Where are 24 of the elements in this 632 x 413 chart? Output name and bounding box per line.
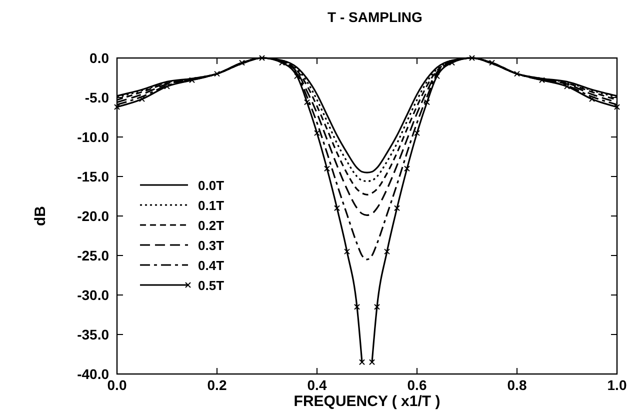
y-tick-label: -10.0 — [77, 129, 110, 145]
chart-title: T - SAMPLING — [328, 9, 423, 25]
x-tick-label: 0.6 — [407, 377, 427, 393]
y-axis-title: dB — [32, 206, 49, 226]
x-axis-title: FREQUENCY ( x1/T ) — [294, 393, 440, 410]
y-tick-label: -40.0 — [77, 366, 110, 382]
legend-label: 0.5T — [198, 278, 224, 293]
x-tick-label: 0.8 — [507, 377, 527, 393]
y-tick-label: 0.0 — [90, 50, 110, 66]
y-tick-label: -5.0 — [84, 90, 110, 106]
legend-label: 0.0T — [198, 178, 224, 193]
y-tick-label: -30.0 — [77, 287, 110, 303]
legend-label: 0.1T — [198, 198, 224, 213]
y-tick-label: -25.0 — [77, 248, 110, 264]
x-tick-label: 1.0 — [607, 377, 627, 393]
y-tick-label: -15.0 — [77, 168, 110, 184]
legend-label: 0.3T — [198, 238, 224, 253]
x-tick-label: 0.0 — [107, 377, 127, 393]
legend-label: 0.2T — [198, 218, 224, 233]
y-tick-label: -20.0 — [77, 208, 110, 224]
y-tick-label: -35.0 — [77, 326, 110, 342]
x-tick-label: 0.4 — [307, 377, 327, 393]
x-tick-label: 0.2 — [207, 377, 227, 393]
legend-label: 0.4T — [198, 258, 224, 273]
